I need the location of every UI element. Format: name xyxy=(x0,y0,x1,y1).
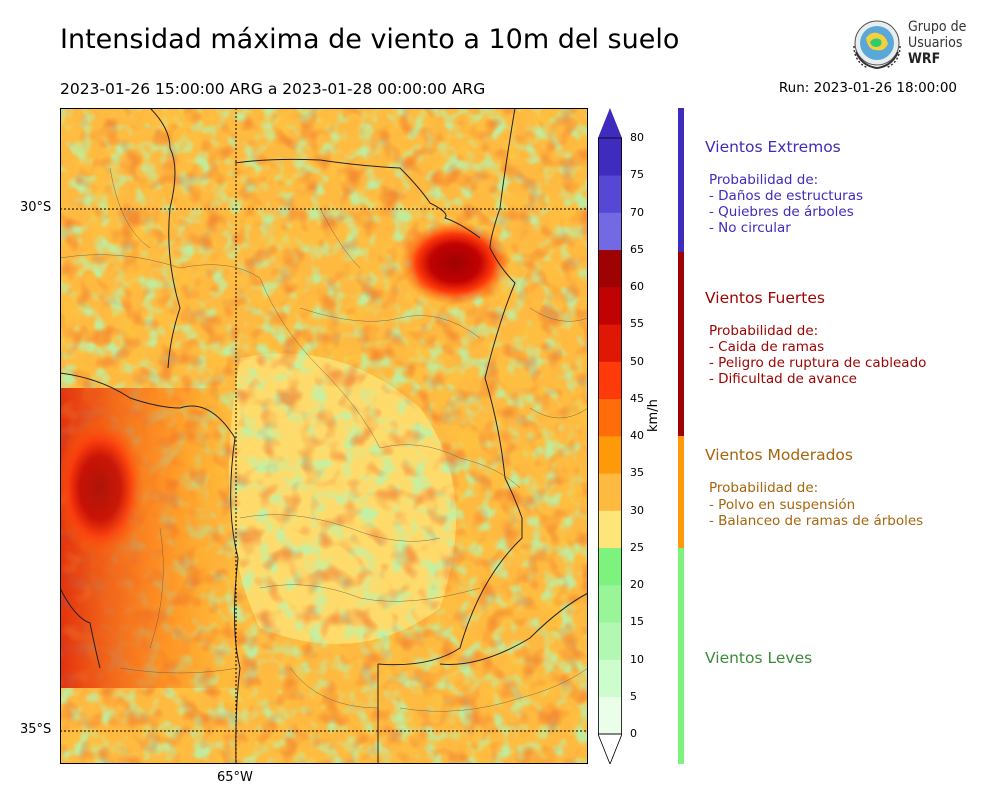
category-extremos-line-3: - Quiebres de árboles xyxy=(709,204,854,220)
category-fuertes-line-4: - Dificultad de avance xyxy=(709,371,857,387)
colorbar xyxy=(598,108,622,764)
colorbar-tick-label: 50 xyxy=(630,354,644,368)
colorbar-segment xyxy=(598,696,622,735)
lat-label-35s: 35°S xyxy=(20,722,52,737)
colorbar-segment xyxy=(598,398,622,437)
colorbar-tick-label: 40 xyxy=(630,429,644,442)
valid-period: 2023-01-26 15:00:00 ARG a 2023-01-28 00:… xyxy=(60,80,486,98)
colorbar-segment xyxy=(598,249,622,288)
colorbar-extend-low xyxy=(598,733,622,764)
department-borders xyxy=(60,167,588,712)
colorbar-tick-label: 15 xyxy=(630,615,644,629)
category-extremos-line-1: Probabilidad de: xyxy=(709,172,819,188)
colorbar-tick-label: 5 xyxy=(630,689,637,703)
colorbar-tick-label: 55 xyxy=(630,317,644,331)
colorbar-segment xyxy=(598,585,622,623)
colorbar-segment xyxy=(598,436,622,474)
colorbar-tick-label: 70 xyxy=(630,205,644,219)
category-extremos-line-4: - No circular xyxy=(709,220,791,236)
colorbar-tick-label: 45 xyxy=(630,391,644,405)
colorbar-tick-label: 30 xyxy=(630,503,644,517)
field-strong-spots xyxy=(60,108,588,764)
category-fuertes-line-3: - Peligro de ruptura de cableado xyxy=(709,355,927,371)
colorbar-tick-label: 0 xyxy=(630,727,637,740)
category-title-fuertes: Vientos Fuertes xyxy=(705,289,825,307)
colorbar-segment xyxy=(598,361,622,400)
category-moderados-line-1: Probabilidad de: xyxy=(709,480,819,496)
colorbar-tick-label: 10 xyxy=(630,652,644,666)
category-title-extremos: Vientos Extremos xyxy=(705,138,841,156)
logo-line-1: Grupo de xyxy=(908,19,967,35)
colorbar-tick-label: 25 xyxy=(630,540,644,554)
category-bar-moderados xyxy=(678,436,684,548)
category-extremos-line-2: - Daños de estructuras xyxy=(709,188,864,204)
wrf-globe-emblem-icon xyxy=(853,20,901,70)
category-bar-fuertes xyxy=(678,252,684,436)
colorbar-tick-label: 60 xyxy=(630,280,644,293)
colorbar-tick-label: 20 xyxy=(630,578,644,591)
category-moderados-line-2: - Polvo en suspensión xyxy=(709,497,856,513)
field-maximum-core xyxy=(400,221,510,305)
colorbar-tick-label: 75 xyxy=(630,168,644,182)
colorbar-tick-label: 80 xyxy=(630,131,644,144)
colorbar-frame xyxy=(598,137,622,735)
colorbar-tick-label: 35 xyxy=(630,466,644,480)
lat-label-30s: 30°S xyxy=(20,200,52,215)
colorbar-units: km/h xyxy=(646,399,661,432)
colorbar-segment xyxy=(598,473,622,511)
colorbar-segment xyxy=(598,510,622,549)
colorbar-segment xyxy=(598,324,622,362)
category-bar-leves xyxy=(678,548,684,764)
wrf-logo: Grupo de Usuarios WRF xyxy=(848,16,978,74)
category-fuertes-line-2: - Caida de ramas xyxy=(709,339,825,355)
category-title-leves: Vientos Leves xyxy=(705,649,813,667)
field-west-core xyxy=(60,418,145,558)
category-bar-extremos xyxy=(678,108,684,252)
colorbar-segment xyxy=(598,659,622,698)
category-fuertes-line-1: Probabilidad de: xyxy=(709,323,819,339)
lon-label-65w: 65°W xyxy=(217,770,253,785)
colorbar-segment xyxy=(598,138,622,176)
wind-map xyxy=(60,108,588,764)
category-title-moderados: Vientos Moderados xyxy=(705,446,853,464)
colorbar-segment xyxy=(598,622,622,660)
map-frame xyxy=(60,108,588,764)
logo-line-3: WRF xyxy=(908,51,941,67)
category-moderados-line-3: - Balanceo de ramas de árboles xyxy=(709,513,924,529)
colorbar-segment xyxy=(598,175,622,213)
colorbar-segment xyxy=(598,287,622,325)
page-title: Intensidad máxima de viento a 10m del su… xyxy=(60,24,680,55)
colorbar-extend-high xyxy=(598,108,622,138)
run-time: Run: 2023-01-26 18:00:00 xyxy=(778,80,957,96)
colorbar-segment xyxy=(598,547,622,586)
graticule xyxy=(60,108,588,764)
colorbar-tick-label: 65 xyxy=(630,242,644,256)
province-borders xyxy=(60,108,588,764)
colorbar-segment xyxy=(598,212,622,251)
logo-line-2: Usuarios xyxy=(908,35,963,51)
